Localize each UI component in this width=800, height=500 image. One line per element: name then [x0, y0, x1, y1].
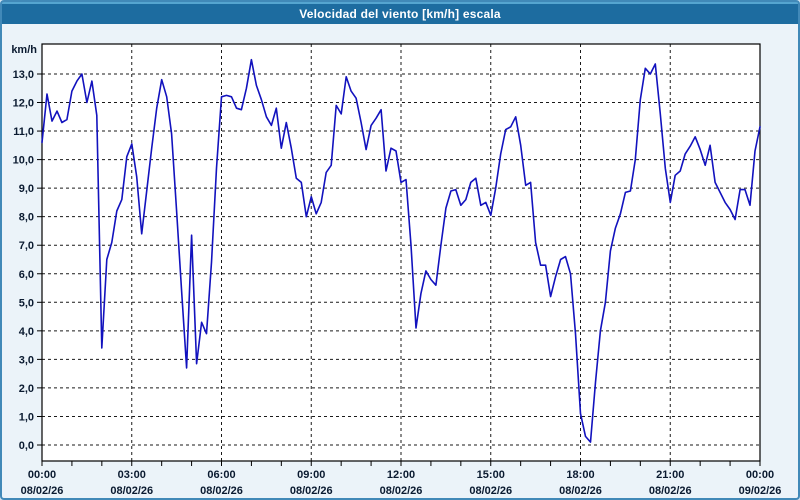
- x-tick-date-label: 08/02/26: [559, 485, 602, 497]
- x-axis-labels: 00:00 08/02/26 03:00 08/02/26 06:00 08/02/26 0…: [21, 469, 782, 497]
- x-tick-time-label: 06:00: [207, 469, 235, 481]
- svg-text:7,0: 7,0: [19, 240, 34, 252]
- svg-text:3,0: 3,0: [19, 354, 34, 366]
- svg-text:8,0: 8,0: [19, 212, 34, 224]
- x-tick-time-label: 00:00: [28, 469, 56, 481]
- window-titlebar: Velocidad del viento [km/h] escala: [2, 2, 798, 24]
- svg-text:5,0: 5,0: [19, 297, 34, 309]
- svg-text:2,0: 2,0: [19, 383, 34, 395]
- x-tick-date-label: 09/02/26: [739, 485, 782, 497]
- x-tick-time-label: 21:00: [656, 469, 684, 481]
- x-tick-date-label: 08/02/26: [469, 485, 512, 497]
- x-tick-time-label: 03:00: [118, 469, 146, 481]
- x-tick-time-label: 18:00: [566, 469, 594, 481]
- svg-text:6,0: 6,0: [19, 269, 34, 281]
- y-axis-labels: 0,0 1,0 2,0 3,0 4,0 5,0 6,0 7,0 8,0 9,0 10,0 11,0 12…: [13, 69, 34, 452]
- svg-text:10,0: 10,0: [13, 155, 34, 167]
- wind-speed-line: [41, 58, 761, 443]
- window-title: Velocidad del viento [km/h] escala: [299, 7, 501, 21]
- x-tick-date-label: 08/02/26: [21, 485, 64, 497]
- svg-text:0,0: 0,0: [19, 440, 34, 452]
- x-tick-time-label: 15:00: [477, 469, 505, 481]
- x-tick-date-label: 08/02/26: [649, 485, 692, 497]
- x-tick-time-label: 09:00: [297, 469, 325, 481]
- x-tick-date-label: 08/02/26: [380, 485, 423, 497]
- x-tick-date-label: 08/02/26: [200, 485, 243, 497]
- svg-text:13,0: 13,0: [13, 69, 34, 81]
- y-axis-unit-label: km/h: [11, 44, 37, 56]
- x-tick-time-label: 12:00: [387, 469, 415, 481]
- svg-text:4,0: 4,0: [19, 326, 34, 338]
- y-axis-ticks: [37, 73, 42, 446]
- svg-text:9,0: 9,0: [19, 183, 34, 195]
- svg-text:12,0: 12,0: [13, 98, 34, 110]
- svg-text:11,0: 11,0: [13, 126, 34, 138]
- x-tick-time-label: 00:00: [746, 469, 774, 481]
- x-axis-ticks: [41, 461, 761, 466]
- x-tick-date-label: 08/02/26: [290, 485, 333, 497]
- svg-text:1,0: 1,0: [19, 411, 34, 423]
- x-tick-date-label: 08/02/26: [110, 485, 153, 497]
- plot-area: [42, 44, 760, 461]
